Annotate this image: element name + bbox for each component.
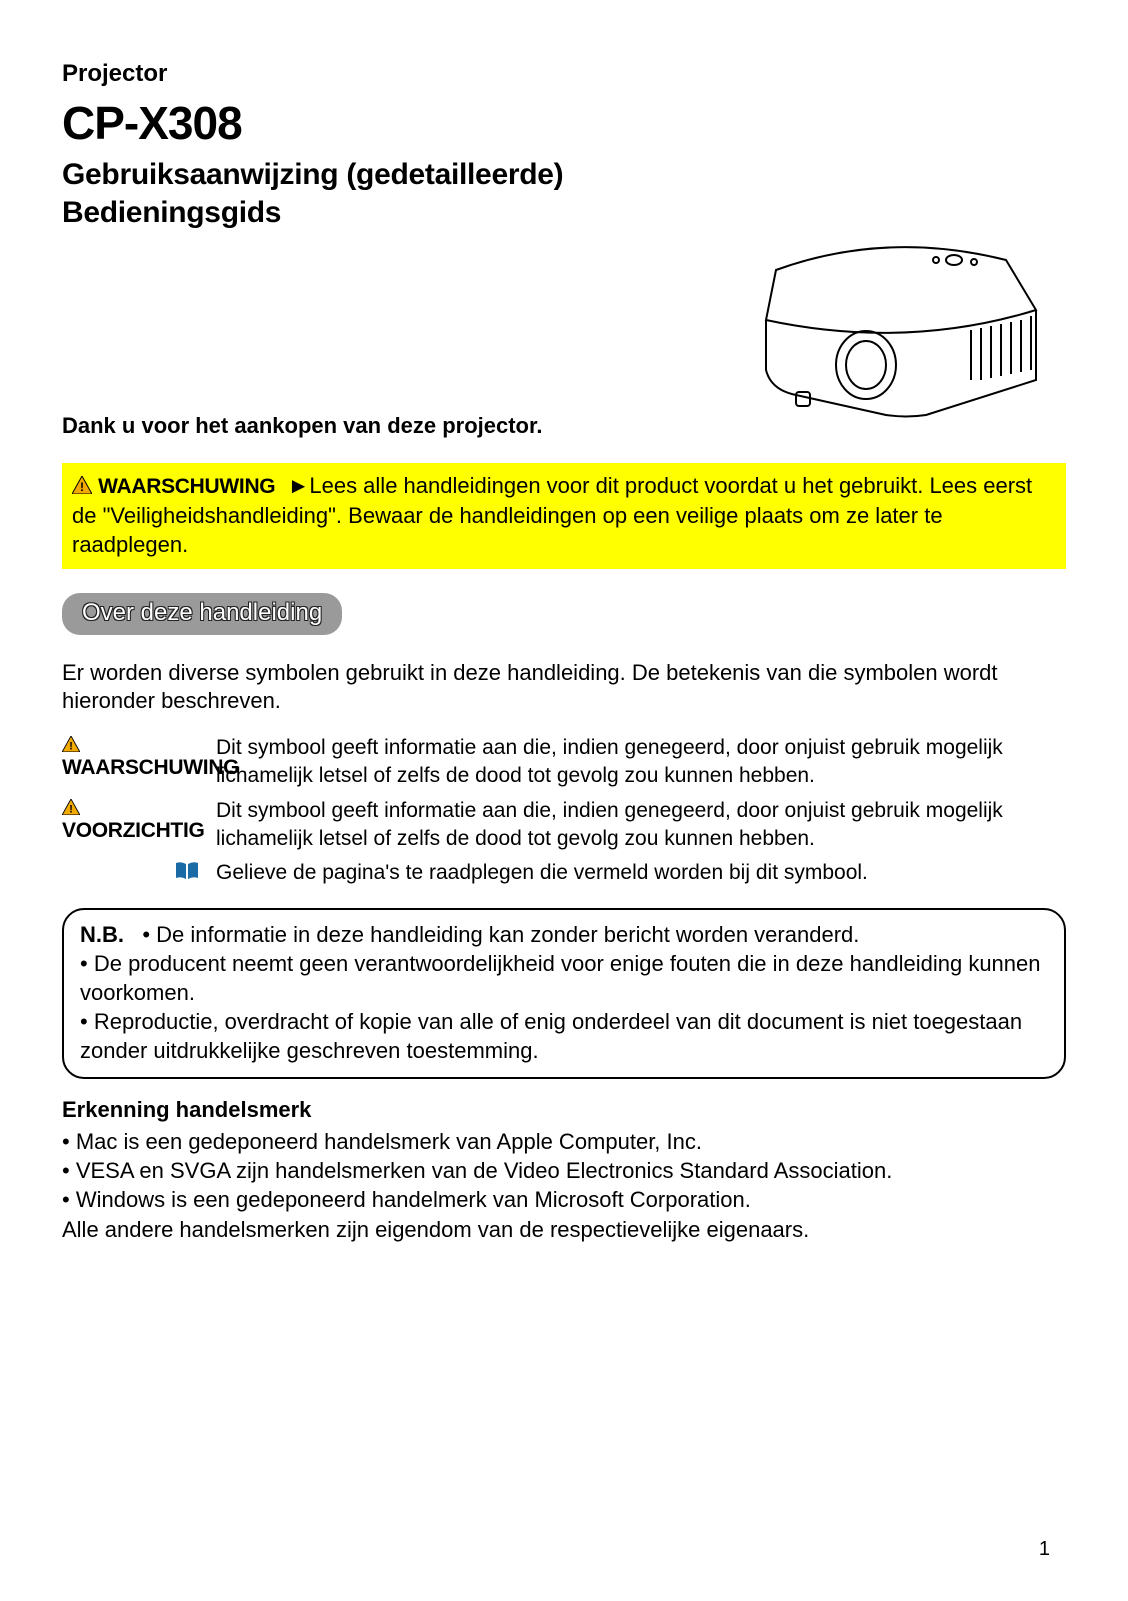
book-icon (174, 861, 200, 881)
warning-label: WAARSCHUWING (98, 475, 275, 498)
warning-triangle-icon: ! (62, 736, 80, 752)
section-heading-pill: Over deze handleiding (62, 593, 342, 635)
projector-illustration (736, 220, 1066, 440)
svg-text:!: ! (80, 480, 84, 494)
trademark-heading: Erkenning handelsmerk (62, 1097, 1066, 1123)
symbol-warning-label: WAARSCHUWING (62, 756, 239, 779)
page-number: 1 (1039, 1538, 1050, 1561)
model-number: CP-X308 (62, 96, 1066, 150)
symbol-definitions: ! WAARSCHUWING Dit symbool geeft informa… (62, 734, 1066, 888)
subtitle-line2: Bedieningsgids (62, 196, 281, 229)
warning-triangle-icon: ! (72, 476, 92, 494)
trademark-item-2: VESA en SVGA zijn handelsmerken van de V… (76, 1158, 893, 1183)
warning-triangle-icon: ! (62, 799, 80, 815)
intro-paragraph: Er worden diverse symbolen gebruikt in d… (62, 659, 1066, 716)
symbol-warning-text: Dit symbool geeft informatie aan die, in… (216, 734, 1066, 791)
warning-box: ! WAARSCHUWING ►Lees alle handleidingen … (62, 463, 1066, 569)
note-item-1: De informatie in deze handleiding kan zo… (156, 922, 859, 947)
warning-arrow: ► (288, 473, 310, 498)
trademark-item-3: Windows is een gedeponeerd handelmerk va… (76, 1187, 751, 1212)
symbol-caution-text: Dit symbool geeft informatie aan die, in… (216, 797, 1066, 854)
note-box: N.B. • De informatie in deze handleiding… (62, 908, 1066, 1079)
category-label: Projector (62, 60, 1066, 88)
trademark-body: • Mac is een gedeponeerd handelsmerk van… (62, 1127, 1066, 1244)
svg-text:!: ! (69, 803, 73, 815)
subtitle-line1: Gebruiksaanwijzing (gedetailleerde) (62, 158, 563, 191)
svg-text:!: ! (69, 740, 73, 752)
symbol-caution-label: VOORZICHTIG (62, 819, 205, 842)
trademark-footer: Alle andere handelsmerken zijn eigendom … (62, 1217, 809, 1242)
symbol-reference-text: Gelieve de pagina's te raadplegen die ve… (216, 859, 1066, 887)
note-label: N.B. (80, 922, 124, 947)
note-item-3: Reproductie, overdracht of kopie van all… (80, 1009, 1022, 1063)
trademark-item-1: Mac is een gedeponeerd handelsmerk van A… (76, 1129, 702, 1154)
note-item-2: De producent neemt geen verantwoordelijk… (80, 951, 1041, 1005)
